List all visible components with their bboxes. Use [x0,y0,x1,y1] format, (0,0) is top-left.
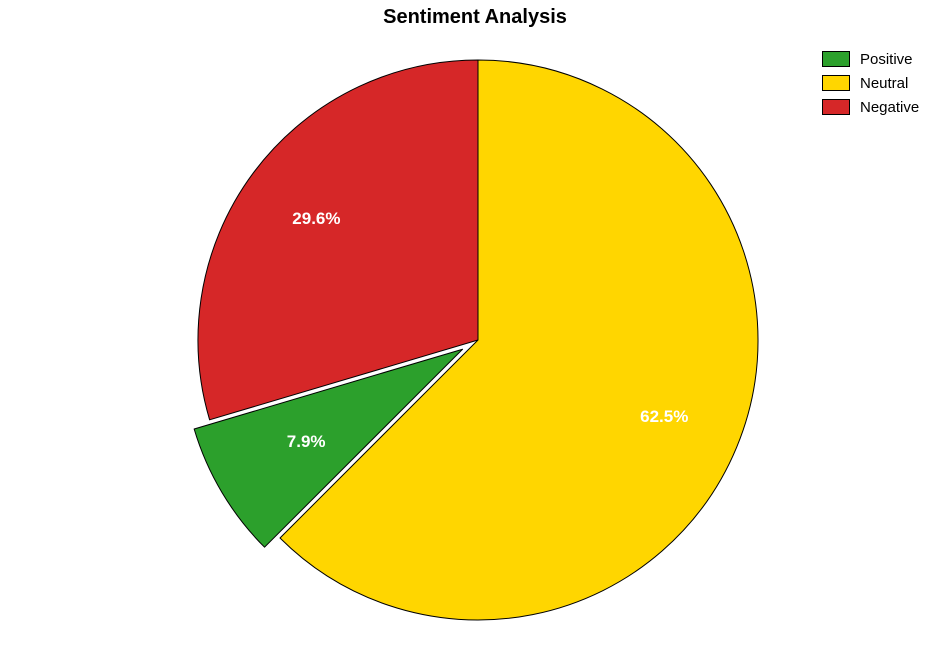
legend: Positive Neutral Negative [822,48,919,118]
legend-label: Negative [860,99,919,116]
legend-label: Positive [860,51,913,68]
legend-item-positive: Positive [822,48,919,70]
legend-swatch [822,99,850,115]
slice-label-negative: 29.6% [292,209,340,229]
pie-chart-container: Sentiment Analysis 29.6%7.9%62.5% Positi… [0,0,950,662]
legend-swatch [822,75,850,91]
slice-label-neutral: 62.5% [640,407,688,427]
legend-label: Neutral [860,75,908,92]
pie-svg [0,0,950,662]
slice-label-positive: 7.9% [287,432,326,452]
legend-swatch [822,51,850,67]
legend-item-negative: Negative [822,96,919,118]
legend-item-neutral: Neutral [822,72,919,94]
